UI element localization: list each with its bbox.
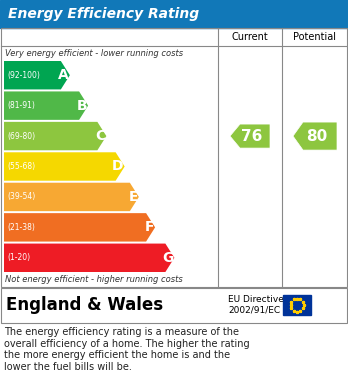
Bar (1, 28, 347, 287)
Polygon shape (4, 91, 88, 120)
Text: 2002/91/EC: 2002/91/EC (228, 305, 280, 314)
Bar (283, 295, 311, 315)
Text: F: F (145, 221, 154, 234)
Polygon shape (4, 122, 106, 150)
Text: Potential: Potential (293, 32, 337, 42)
Polygon shape (230, 124, 270, 148)
Bar (1, 28, 347, 287)
Text: (1-20): (1-20) (7, 253, 30, 262)
Text: (92-100): (92-100) (7, 71, 40, 80)
Text: (81-91): (81-91) (7, 101, 35, 110)
Text: Very energy efficient - lower running costs: Very energy efficient - lower running co… (5, 48, 183, 57)
Text: E: E (128, 190, 138, 204)
Bar (0, 0, 348, 28)
Text: The energy efficiency rating is a measure of the
overall efficiency of a home. T: The energy efficiency rating is a measur… (4, 327, 250, 372)
Text: EU Directive: EU Directive (228, 296, 284, 305)
Polygon shape (4, 183, 139, 211)
Text: B: B (77, 99, 87, 113)
Text: (55-68): (55-68) (7, 162, 35, 171)
Text: England & Wales: England & Wales (6, 296, 163, 314)
Polygon shape (4, 152, 125, 181)
Text: C: C (95, 129, 105, 143)
Text: (39-54): (39-54) (7, 192, 35, 201)
Polygon shape (293, 122, 337, 150)
Text: G: G (162, 251, 173, 265)
Bar (1, 287, 347, 323)
Text: (69-80): (69-80) (7, 131, 35, 141)
Polygon shape (4, 213, 155, 242)
Polygon shape (4, 61, 70, 90)
Text: 76: 76 (241, 129, 263, 143)
Text: A: A (58, 68, 69, 82)
Text: D: D (112, 160, 124, 174)
Text: 80: 80 (306, 129, 327, 143)
Text: Energy Efficiency Rating: Energy Efficiency Rating (8, 7, 199, 21)
Text: Current: Current (232, 32, 268, 42)
Text: Not energy efficient - higher running costs: Not energy efficient - higher running co… (5, 276, 183, 285)
Polygon shape (4, 244, 174, 272)
Text: (21-38): (21-38) (7, 223, 35, 232)
